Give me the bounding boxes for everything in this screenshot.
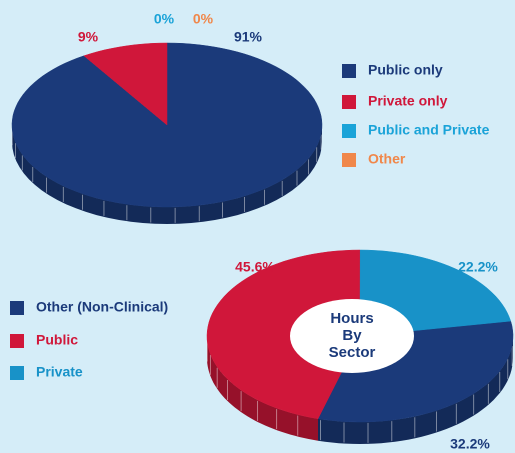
center-label: Sector — [329, 344, 376, 361]
center-label: Hours — [330, 310, 373, 327]
legend-label: Other — [368, 151, 406, 167]
value-label: 91% — [234, 29, 263, 45]
value-label: 32.2% — [450, 436, 490, 452]
value-label: 0% — [193, 11, 214, 27]
legend-label: Private only — [368, 93, 448, 109]
legend-swatch — [10, 366, 24, 380]
legend-label: Public — [36, 332, 78, 348]
slice-side — [318, 336, 513, 444]
slice — [83, 42, 168, 126]
legend-swatch — [342, 153, 356, 167]
slice — [206, 249, 361, 419]
chart-pie: 91% 9% 0% 0% Public only Private only Public a… — [11, 11, 490, 224]
legend-swatch — [342, 95, 356, 109]
legend-swatch — [342, 124, 356, 138]
donut-hole — [290, 299, 414, 373]
value-label: 45.6% — [235, 259, 275, 275]
side-walls — [11, 125, 322, 224]
slice-side — [207, 336, 318, 441]
value-label: 22.2% — [458, 259, 498, 275]
legend-label: Public only — [368, 62, 443, 78]
value-label: 0% — [154, 11, 175, 27]
legend-swatch — [342, 64, 356, 78]
legend-swatch — [10, 334, 24, 348]
value-label: 9% — [78, 29, 99, 45]
side-walls — [206, 336, 513, 444]
center-label: By — [342, 327, 362, 344]
legend-label: Public and Private — [368, 122, 490, 138]
legend-label: Other (Non-Clinical) — [36, 299, 168, 315]
slice-tops — [11, 42, 323, 208]
legend-label: Private — [36, 364, 83, 380]
legend-swatch — [10, 301, 24, 315]
